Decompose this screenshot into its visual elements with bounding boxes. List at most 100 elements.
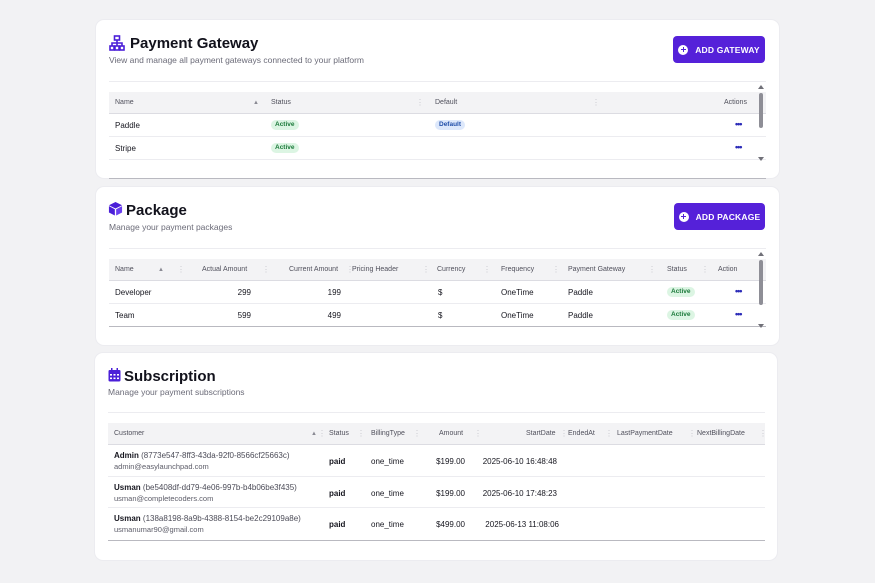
- payment-gateway: Paddle: [568, 288, 593, 297]
- subscription-status: paid: [329, 520, 346, 529]
- column-separator-icon[interactable]: ⋮: [560, 429, 568, 438]
- page-title: Payment Gateway: [130, 35, 259, 52]
- current-amount: 499: [327, 311, 341, 320]
- gateway-name: Stripe: [115, 144, 136, 153]
- table-row[interactable]: Usman (138a8198-8a9b-4388-8154-be2c29109…: [108, 508, 765, 540]
- box-icon: [108, 201, 123, 221]
- payment-gateway-card: Payment Gateway View and manage all paym…: [96, 20, 779, 179]
- billing-type: one_time: [371, 489, 404, 498]
- column-separator-icon[interactable]: ⋮: [759, 429, 767, 438]
- currency: $: [438, 288, 443, 297]
- table-row[interactable]: Paddle Active Default •••: [109, 114, 766, 137]
- sort-up-icon[interactable]: ▲: [158, 267, 164, 273]
- add-package-label: ADD PACKAGE: [695, 211, 761, 222]
- plus-circle-icon: [678, 44, 689, 55]
- column-header-current-amount[interactable]: Current Amount: [289, 266, 339, 273]
- column-header-start-date[interactable]: StartDate: [526, 430, 556, 437]
- currency: $: [438, 311, 443, 320]
- table-row[interactable]: Team 599 499 $ OneTime Paddle Active •••: [109, 304, 766, 327]
- actual-amount: 299: [237, 288, 251, 297]
- column-header-name[interactable]: Name: [115, 99, 134, 106]
- column-separator-icon[interactable]: ⋮: [416, 98, 424, 107]
- column-separator-icon[interactable]: ⋮: [346, 265, 354, 274]
- status-badge: Active: [271, 143, 299, 153]
- gateway-name: Paddle: [115, 121, 140, 130]
- more-dots-icon[interactable]: •••: [735, 119, 743, 129]
- column-header-last-payment-date[interactable]: LastPaymentDate: [617, 430, 673, 437]
- actual-amount: 599: [237, 311, 251, 320]
- frequency: OneTime: [501, 311, 534, 320]
- column-header-frequency[interactable]: Frequency: [501, 266, 535, 273]
- column-separator-icon[interactable]: ⋮: [592, 98, 600, 107]
- customer-email: usman@completecoders.com: [114, 494, 214, 503]
- column-header-pricing-header[interactable]: Pricing Header: [352, 266, 399, 273]
- more-dots-icon[interactable]: •••: [735, 309, 743, 319]
- more-dots-icon[interactable]: •••: [735, 286, 743, 296]
- table-divider: [109, 326, 766, 327]
- column-separator-icon[interactable]: ⋮: [648, 265, 656, 274]
- scroll-up-icon[interactable]: [758, 85, 764, 89]
- column-separator-icon[interactable]: ⋮: [688, 429, 696, 438]
- column-separator-icon[interactable]: ⋮: [413, 429, 421, 438]
- column-header-status[interactable]: Status: [271, 99, 291, 106]
- column-header-currency[interactable]: Currency: [437, 266, 466, 273]
- column-header-name[interactable]: Name: [115, 266, 134, 273]
- customer-cell: Usman (138a8198-8a9b-4388-8154-be2c29109…: [114, 513, 301, 535]
- customer-email: admin@easylaunchpad.com: [114, 462, 209, 471]
- column-separator-icon[interactable]: ⋮: [552, 265, 560, 274]
- billing-type: one_time: [371, 520, 404, 529]
- scrollbar-thumb[interactable]: [759, 260, 763, 305]
- customer-name: Admin: [114, 451, 139, 460]
- column-header-actual-amount[interactable]: Actual Amount: [202, 266, 248, 273]
- package-name: Developer: [115, 288, 152, 297]
- table-row[interactable]: Admin (8773e547-8ff3-43da-92f0-8566cf256…: [108, 445, 765, 477]
- plus-circle-icon: [678, 211, 689, 222]
- column-separator-icon[interactable]: ⋮: [422, 265, 430, 274]
- add-gateway-button[interactable]: ADD GATEWAY: [673, 36, 765, 63]
- customer-cell: Usman (be5408df-dd79-4e06-997b-b4b06be3f…: [114, 482, 297, 504]
- sort-up-icon[interactable]: ▲: [311, 431, 317, 437]
- column-separator-icon[interactable]: ⋮: [357, 429, 365, 438]
- column-header-status[interactable]: Status: [329, 430, 349, 437]
- more-dots-icon[interactable]: •••: [735, 142, 743, 152]
- subscription-status: paid: [329, 457, 346, 466]
- scrollbar-thumb[interactable]: [759, 93, 763, 128]
- column-header-next-billing-date[interactable]: NextBillingDate: [697, 430, 745, 437]
- column-header-ended-at[interactable]: EndedAt: [568, 430, 595, 437]
- package-name: Team: [115, 311, 135, 320]
- amount: $199.00: [436, 489, 465, 498]
- column-separator-icon[interactable]: ⋮: [483, 265, 491, 274]
- status-badge: Active: [271, 120, 299, 130]
- customer-name: Usman: [114, 483, 141, 492]
- column-separator-icon[interactable]: ⋮: [605, 429, 613, 438]
- column-separator-icon[interactable]: ⋮: [262, 265, 270, 274]
- column-header-billing-type[interactable]: BillingType: [371, 430, 405, 437]
- column-separator-icon[interactable]: ⋮: [474, 429, 482, 438]
- package-table: Name ▲ ⋮ Actual Amount ⋮ Current Amount …: [109, 248, 766, 328]
- column-header-payment-gateway[interactable]: Payment Gateway: [568, 266, 626, 273]
- customer-id: (8773e547-8ff3-43da-92f0-8566cf25663c): [141, 451, 290, 460]
- table-header: Name ▲ Status ⋮ Default ⋮ Actions: [109, 92, 766, 114]
- frequency: OneTime: [501, 288, 534, 297]
- customer-id: (be5408df-dd79-4e06-997b-b4b06be3f435): [142, 483, 297, 492]
- start-date: 2025-06-13 11:08:06: [485, 520, 559, 529]
- column-separator-icon[interactable]: ⋮: [701, 265, 709, 274]
- column-header-customer[interactable]: Customer: [114, 430, 145, 437]
- status-badge: Active: [667, 310, 695, 320]
- table-row[interactable]: Usman (be5408df-dd79-4e06-997b-b4b06be3f…: [108, 477, 765, 508]
- subscription-table: Customer ▲ ⋮ Status ⋮ BillingType ⋮ Amou…: [108, 412, 767, 544]
- add-package-button[interactable]: ADD PACKAGE: [674, 203, 765, 230]
- column-separator-icon[interactable]: ⋮: [318, 429, 326, 438]
- scroll-down-icon[interactable]: [758, 324, 764, 328]
- column-header-amount[interactable]: Amount: [439, 430, 464, 437]
- sort-up-icon[interactable]: ▲: [253, 100, 259, 106]
- scroll-down-icon[interactable]: [758, 157, 764, 161]
- table-row[interactable]: Stripe Active •••: [109, 137, 766, 160]
- scroll-up-icon[interactable]: [758, 252, 764, 256]
- column-header-status[interactable]: Status: [667, 266, 687, 273]
- column-header-default[interactable]: Default: [435, 99, 458, 106]
- table-row[interactable]: Developer 299 199 $ OneTime Paddle Activ…: [109, 281, 766, 304]
- status-badge: Active: [667, 287, 695, 297]
- page-title: Subscription: [124, 368, 216, 385]
- column-separator-icon[interactable]: ⋮: [177, 265, 185, 274]
